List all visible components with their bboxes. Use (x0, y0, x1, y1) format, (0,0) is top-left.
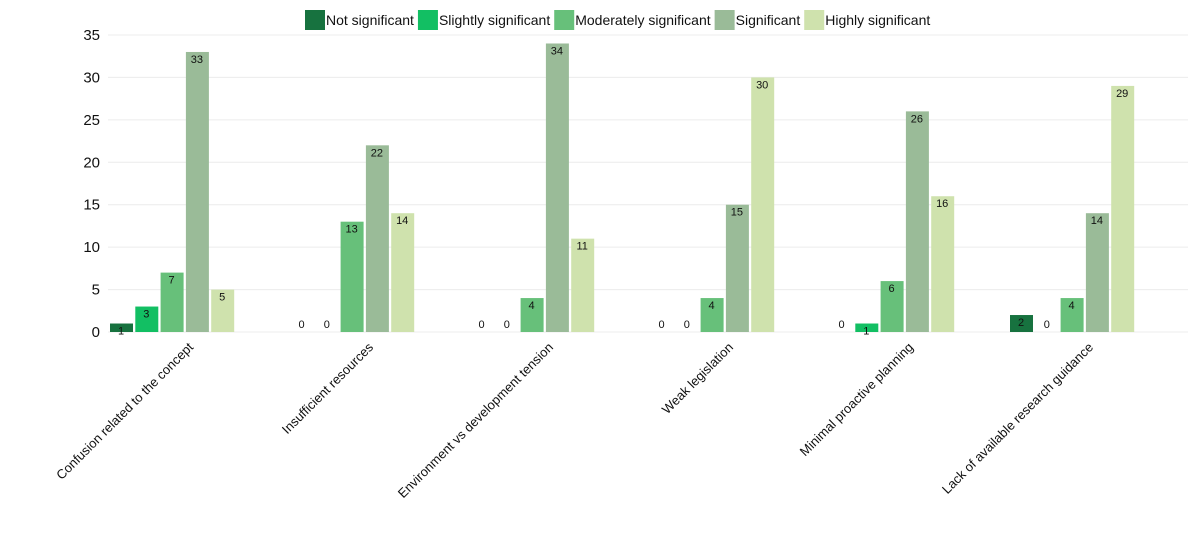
data-label: 4 (529, 300, 535, 312)
bar (391, 213, 415, 332)
legend-label: Moderately significant (575, 12, 711, 28)
data-label: 0 (298, 319, 304, 331)
bar (135, 306, 159, 332)
legend-swatch (554, 10, 575, 30)
data-label: 2 (1018, 317, 1024, 329)
data-label: 15 (731, 207, 743, 219)
data-label: 6 (889, 283, 895, 295)
y-tick-label: 25 (83, 112, 100, 129)
bar (725, 204, 749, 332)
data-label: 4 (709, 300, 715, 312)
x-axis: Confusion related to the concept Insuffic… (53, 339, 1096, 501)
bar (1010, 315, 1033, 332)
data-label: 14 (396, 215, 408, 227)
legend-swatch (804, 10, 825, 30)
data-label: 0 (324, 319, 330, 331)
category-label: Environment vs development tension (395, 340, 556, 501)
bar (1111, 85, 1135, 333)
data-label: 33 (191, 54, 203, 66)
category-label: Lack of available research guidance (939, 340, 1096, 497)
data-label: 22 (371, 147, 383, 159)
legend-swatch (305, 10, 325, 30)
data-label: 34 (551, 45, 563, 57)
bar (340, 221, 364, 332)
legend-swatch (714, 10, 735, 30)
data-label: 16 (936, 198, 948, 210)
y-tick-label: 0 (92, 324, 100, 341)
category-label: Weak legislation (659, 340, 736, 417)
data-label: 30 (756, 79, 768, 91)
legend-label: Highly significant (825, 12, 930, 28)
data-label: 1 (863, 326, 869, 338)
gridlines (108, 34, 1188, 333)
bar (185, 51, 209, 332)
legend-swatch (417, 10, 438, 30)
category-label: Minimal proactive planning (797, 340, 916, 459)
y-tick-label: 5 (92, 282, 100, 299)
bar (520, 298, 544, 332)
y-tick-label: 15 (83, 197, 100, 214)
y-tick-label: 20 (83, 154, 100, 171)
legend-label: Not significant (326, 12, 414, 28)
data-label: 14 (1091, 215, 1103, 227)
bar (855, 323, 879, 332)
data-label: 0 (1044, 319, 1050, 331)
data-label: 0 (658, 319, 664, 331)
bar (571, 238, 595, 332)
data-label: 11 (576, 241, 587, 253)
bar (1085, 213, 1109, 332)
y-tick-label: 30 (83, 69, 100, 86)
data-label: 0 (504, 319, 510, 331)
bar (700, 298, 724, 332)
bar (880, 281, 904, 332)
data-label: 0 (478, 319, 484, 331)
bar (751, 77, 775, 332)
category-label: Insufficient resources (279, 339, 377, 437)
data-label: 0 (684, 319, 690, 331)
bar (110, 323, 133, 332)
bar (905, 111, 929, 332)
bar (365, 145, 389, 332)
data-label: 5 (219, 292, 225, 304)
bar (1060, 298, 1084, 332)
bar (931, 196, 955, 332)
data-label: 1 (118, 326, 124, 338)
data-label: 3 (143, 309, 149, 321)
legend: Not significant Slightly significant Moder… (305, 10, 930, 30)
data-label: 26 (911, 113, 923, 125)
data-label: 0 (838, 319, 844, 331)
y-axis: 0 5 10 15 20 25 30 35 (83, 27, 100, 341)
data-label: 29 (1116, 88, 1128, 100)
legend-label: Slightly significant (439, 12, 550, 28)
data-label: 4 (1069, 300, 1075, 312)
data-label: 7 (169, 275, 175, 287)
y-tick-label: 35 (83, 27, 100, 44)
y-tick-label: 10 (83, 239, 100, 256)
bar (545, 43, 569, 332)
legend-label: Significant (736, 12, 801, 28)
category-label: Confusion related to the concept (53, 339, 196, 482)
bar (160, 272, 184, 332)
bar (211, 289, 235, 332)
data-label: 13 (345, 224, 357, 236)
